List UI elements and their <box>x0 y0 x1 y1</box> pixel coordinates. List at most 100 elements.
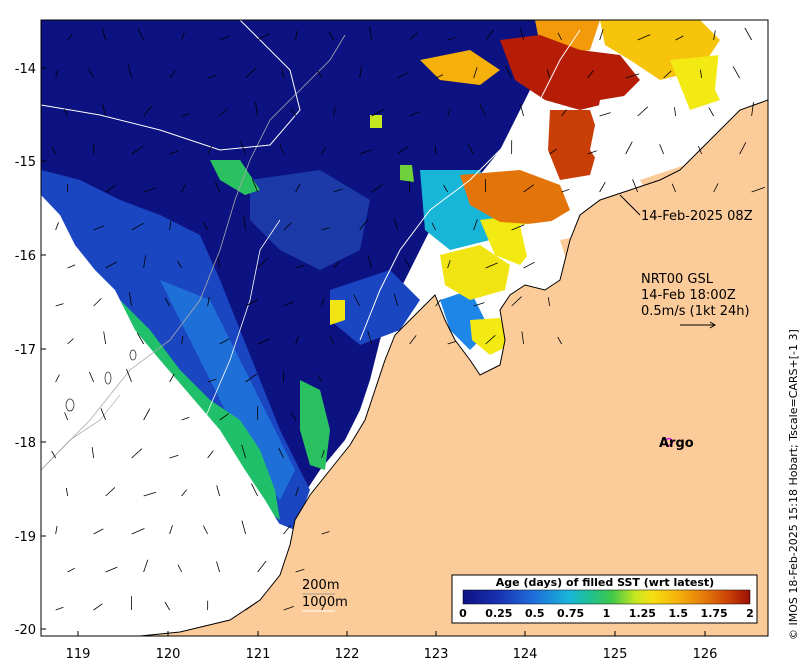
current-vector-arrow <box>93 528 104 535</box>
argo-marker[interactable] <box>664 437 674 447</box>
current-vector-arrow <box>333 188 343 193</box>
current-vector-arrow <box>295 264 305 269</box>
colorbar-title: Age (days) of filled SST (wrt latest) <box>496 576 714 589</box>
current-vector-arrow <box>164 297 170 307</box>
current-vector-arrow <box>93 603 103 611</box>
current-vector-arrow <box>713 30 716 41</box>
sst-gap-3 <box>520 220 575 280</box>
current-vector-arrow <box>333 260 340 269</box>
current-vector-arrow <box>283 606 295 611</box>
current-vector-arrow <box>505 65 512 79</box>
island-small-2 <box>129 349 137 361</box>
sst-region-orange <box>460 170 570 225</box>
y-tick-label: -19 <box>15 530 36 545</box>
sst-gap-2 <box>715 30 768 120</box>
current-vector-arrow <box>317 374 322 383</box>
current-vector-arrow <box>257 258 269 269</box>
current-vector-arrow <box>177 260 182 269</box>
current-vector-arrow <box>169 70 176 79</box>
current-vector-arrow <box>245 373 258 383</box>
current-vector-arrow <box>511 296 522 307</box>
sst-speck-2 <box>330 300 345 325</box>
current-vector-arrow <box>88 68 94 79</box>
colorbar-tick-label: 0.25 <box>485 607 512 620</box>
current-vector-arrow <box>131 222 144 231</box>
y-tick-label: -17 <box>15 343 36 358</box>
colorbar-ticks: 0 0.25 0.5 0.75 1 1.25 1.5 1.75 2 <box>459 607 754 620</box>
current-vector-arrow <box>393 293 399 307</box>
current-vector-arrow <box>519 103 525 117</box>
current-vector-arrow <box>295 568 305 573</box>
current-vector-arrow <box>143 491 157 497</box>
current-vector-arrow <box>93 225 104 231</box>
current-vector-arrow <box>131 528 145 535</box>
current-vector-arrow <box>367 330 373 345</box>
current-vector-arrow <box>105 566 118 573</box>
current-vector-arrow <box>181 489 188 497</box>
colorbar-tick-label: 0 <box>459 607 467 620</box>
x-tick-label: 125 <box>603 647 628 662</box>
sst-region-red-2 <box>548 110 600 180</box>
plot-area: Age (days) of filled SST (wrt latest) 0 0… <box>41 20 768 636</box>
current-vector-arrow <box>479 104 486 117</box>
current-vector-arrow <box>435 299 441 307</box>
current-vector-arrow <box>485 335 496 345</box>
sst-speck-4 <box>400 165 414 182</box>
sst-speck-3 <box>370 115 382 128</box>
current-vector-arrow <box>169 220 172 231</box>
current-vector-arrow <box>251 483 258 497</box>
current-vector-arrow <box>103 331 107 345</box>
current-vector-arrow <box>283 222 292 231</box>
current-vector-arrow <box>181 32 185 41</box>
current-vector-arrow <box>55 303 64 307</box>
current-vector-arrow <box>698 146 703 155</box>
current-vector-arrow <box>169 373 175 383</box>
sst-region-light <box>160 280 295 500</box>
colorbar-tick-label: 1 <box>603 607 611 620</box>
current-vector-arrow <box>131 448 143 459</box>
current-vector-arrow <box>241 444 247 459</box>
current-vector-arrow <box>599 181 606 193</box>
plot-border <box>40 19 769 637</box>
current-vector-arrow <box>219 413 229 421</box>
current-vector-arrow <box>473 219 478 231</box>
sst-region-mid-3 <box>330 270 420 345</box>
current-vector-arrow <box>55 70 59 79</box>
current-vector-arrow <box>317 70 322 79</box>
current-vector-arrow <box>245 299 259 307</box>
isobath-1000-label: 1000m <box>302 595 348 610</box>
x-tick-label: 126 <box>693 647 718 662</box>
current-vector-arrow <box>55 606 64 611</box>
swath-leader-line <box>619 194 641 216</box>
land-island-1 <box>560 235 600 272</box>
current-vector-arrow <box>443 184 448 193</box>
current-vector-arrow <box>632 179 639 193</box>
current-vector-arrow <box>431 222 436 231</box>
current-vector-arrow <box>101 103 107 117</box>
current-vector-arrow <box>217 257 221 269</box>
current-vector-arrow <box>207 145 213 155</box>
current-vector-arrow <box>485 262 498 269</box>
sst-region-yellow-5 <box>670 55 720 110</box>
current-vector-arrow <box>143 255 146 269</box>
current-vector-arrow <box>485 29 495 41</box>
current-vector-arrow <box>181 184 186 193</box>
current-vector-arrow <box>101 27 107 41</box>
isobath-200-label: 200m <box>302 578 339 593</box>
current-vector-arrow <box>751 102 754 117</box>
current-vector-arrow <box>295 183 301 193</box>
current-vector-arrow <box>219 108 228 117</box>
current-vector-arrow <box>329 335 334 345</box>
sst-region-yellow-3 <box>470 318 510 355</box>
current-vector-arrow <box>207 378 217 383</box>
current-vector-arrow <box>599 112 611 117</box>
current-vector-arrow <box>51 146 56 155</box>
current-vector-arrow <box>64 412 69 421</box>
colorbar-tick-label: 0.75 <box>557 607 584 620</box>
current-vector-arrow <box>708 107 714 117</box>
current-vector-arrow <box>216 485 221 497</box>
current-vector-arrow <box>67 567 75 573</box>
current-vector-arrow <box>409 32 418 41</box>
current-vector-arrow <box>521 331 525 345</box>
current-vector-arrow <box>67 264 76 269</box>
